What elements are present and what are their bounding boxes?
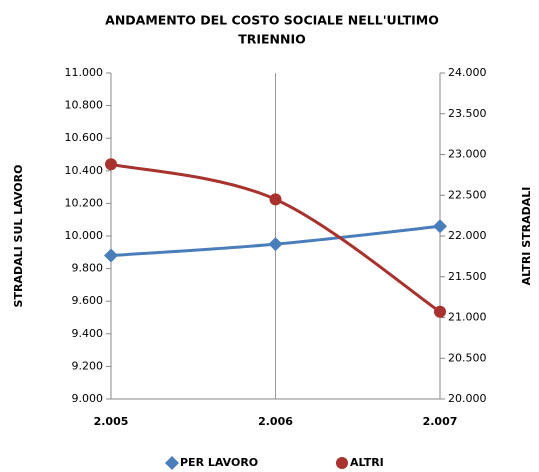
marker (434, 305, 446, 318)
x-tick-label: 2.006 (258, 415, 293, 428)
legend-marker (165, 456, 179, 470)
y-tick-label: 10.200 (65, 196, 104, 209)
legend-label: PER LAVORO (180, 456, 258, 469)
y-tick-label: 9.600 (72, 294, 104, 307)
y2-tick-label: 20.500 (448, 351, 487, 364)
y2-tick-label: 22.000 (448, 229, 487, 242)
y-tick-label: 9.200 (72, 359, 104, 372)
x-tick-label: 2.007 (423, 415, 458, 428)
marker (268, 237, 283, 252)
y-tick-label: 9.400 (72, 327, 104, 340)
y-tick-label: 9.000 (72, 392, 104, 405)
y-tick-label: 11.000 (65, 66, 104, 79)
y2-tick-label: 23.000 (448, 148, 487, 161)
marker (104, 248, 118, 263)
marker (433, 219, 447, 234)
y-tick-label: 10.600 (65, 131, 104, 144)
chart-title: TRIENNIO (238, 32, 306, 47)
marker (269, 193, 282, 206)
legend-label: ALTRI (350, 456, 384, 469)
chart-title: ANDAMENTO DEL COSTO SOCIALE NELL'ULTIMO (105, 13, 439, 28)
y2-tick-label: 22.500 (448, 188, 487, 201)
y2-tick-label: 21.000 (448, 311, 487, 324)
y2-axis-title: ALTRI STRADALI (520, 187, 533, 286)
y-tick-label: 10.000 (65, 229, 104, 242)
y2-tick-label: 21.500 (448, 270, 487, 283)
y2-tick-label: 20.000 (448, 392, 487, 405)
legend-marker (336, 457, 348, 469)
marker (105, 158, 117, 171)
x-tick-label: 2.005 (94, 415, 129, 428)
y-tick-label: 10.400 (65, 164, 104, 177)
y2-tick-label: 23.500 (448, 107, 487, 120)
y-tick-label: 10.800 (65, 99, 104, 112)
y-tick-label: 9.800 (72, 262, 104, 275)
y-axis-title: STRADALI SUL LAVORO (12, 165, 25, 308)
y2-tick-label: 24.000 (448, 66, 487, 79)
